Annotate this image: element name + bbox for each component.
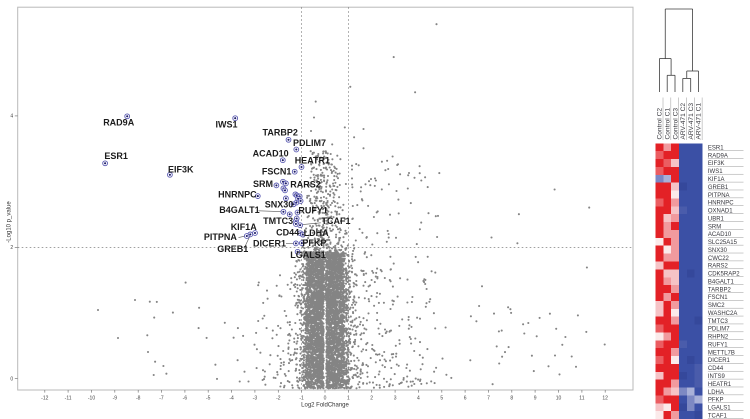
svg-text:RUFY1: RUFY1 (298, 205, 328, 215)
svg-text:DICER1: DICER1 (253, 238, 286, 248)
svg-text:-11: -11 (65, 396, 72, 402)
svg-text:-2: -2 (276, 396, 281, 402)
svg-text:-6: -6 (183, 396, 188, 402)
svg-text:SRM: SRM (253, 179, 273, 189)
svg-text:FSCN1: FSCN1 (708, 295, 728, 301)
svg-text:IWS1: IWS1 (708, 169, 723, 175)
svg-text:TCAF1: TCAF1 (322, 216, 351, 226)
svg-text:LGALS1: LGALS1 (290, 250, 326, 260)
svg-text:PFKP: PFKP (708, 398, 724, 404)
svg-text:ACAD10: ACAD10 (253, 148, 289, 158)
svg-text:0: 0 (10, 376, 13, 382)
svg-text:FSCN1: FSCN1 (262, 167, 292, 177)
svg-text:PDLIM7: PDLIM7 (293, 138, 326, 148)
svg-text:3: 3 (394, 396, 397, 402)
svg-text:-5: -5 (206, 396, 211, 402)
svg-text:RHPN2: RHPN2 (708, 335, 729, 341)
svg-text:-1: -1 (299, 396, 304, 402)
svg-text:LDHA: LDHA (304, 228, 329, 238)
svg-text:CD44: CD44 (708, 366, 724, 372)
svg-text:-3: -3 (253, 396, 258, 402)
svg-text:HEATR1: HEATR1 (708, 382, 732, 388)
svg-text:-4: -4 (229, 396, 234, 402)
svg-text:1: 1 (347, 396, 350, 402)
svg-text:TMTC3: TMTC3 (708, 319, 729, 325)
svg-text:2: 2 (10, 245, 13, 251)
svg-text:11: 11 (579, 396, 584, 402)
svg-text:12: 12 (602, 396, 608, 402)
svg-text:EIF3K: EIF3K (168, 165, 194, 175)
svg-text:CD44: CD44 (276, 227, 299, 237)
svg-text:DICER1: DICER1 (708, 358, 731, 364)
svg-text:HEATR1: HEATR1 (295, 156, 330, 166)
svg-text:-12: -12 (41, 396, 48, 402)
svg-text:Control C3: Control C3 (672, 108, 679, 140)
svg-text:RAD9A: RAD9A (103, 117, 135, 127)
svg-text:GREB1: GREB1 (708, 185, 729, 191)
svg-text:HNRNPC: HNRNPC (708, 201, 734, 207)
svg-text:9: 9 (534, 396, 537, 402)
svg-text:SRM: SRM (708, 224, 721, 230)
svg-text:ESR1: ESR1 (104, 151, 128, 161)
svg-text:-7: -7 (159, 396, 164, 402)
svg-text:RAD9A: RAD9A (708, 153, 728, 159)
svg-text:0: 0 (324, 396, 327, 402)
svg-text:IWS1: IWS1 (216, 119, 238, 129)
svg-text:TARBP2: TARBP2 (263, 128, 298, 138)
svg-text:UBR1: UBR1 (708, 216, 725, 222)
svg-text:Control C1: Control C1 (664, 108, 671, 140)
svg-text:-8: -8 (136, 396, 141, 402)
svg-text:OXNAD1: OXNAD1 (708, 209, 733, 215)
svg-text:ACAD10: ACAD10 (708, 232, 732, 238)
svg-text:ARV-471 C3: ARV-471 C3 (688, 103, 695, 140)
svg-text:CDK5RAP2: CDK5RAP2 (708, 272, 740, 278)
svg-text:5: 5 (440, 396, 443, 402)
svg-text:6: 6 (464, 396, 467, 402)
svg-text:KIF1A: KIF1A (231, 222, 258, 232)
svg-text:KIF1A: KIF1A (708, 177, 725, 183)
svg-text:EIF3K: EIF3K (708, 161, 725, 167)
svg-text:PITPNA: PITPNA (204, 232, 238, 242)
svg-text:B4GALT1: B4GALT1 (708, 279, 735, 285)
svg-text:RARS2: RARS2 (708, 264, 729, 270)
svg-text:TMTC3: TMTC3 (263, 216, 293, 226)
svg-text:SMC2: SMC2 (708, 303, 725, 309)
svg-text:ARV-471 C1: ARV-471 C1 (696, 103, 703, 140)
svg-text:10: 10 (556, 396, 562, 402)
svg-text:ESR1: ESR1 (708, 145, 724, 151)
svg-text:Control C2: Control C2 (657, 108, 664, 140)
svg-text:LDHA: LDHA (708, 390, 724, 396)
svg-text:TCAF1: TCAF1 (708, 413, 728, 419)
svg-text:TARBP2: TARBP2 (708, 287, 732, 293)
svg-text:CWC22: CWC22 (708, 256, 730, 262)
svg-text:2: 2 (370, 396, 373, 402)
svg-text:Log2 FoldChange: Log2 FoldChange (301, 403, 349, 409)
svg-text:SNX30: SNX30 (708, 248, 728, 254)
svg-text:PDLIM7: PDLIM7 (708, 327, 730, 333)
svg-text:PFKP: PFKP (302, 238, 326, 248)
svg-text:-10: -10 (88, 396, 95, 402)
svg-text:SNX30: SNX30 (265, 200, 294, 210)
svg-text:WASHC2A: WASHC2A (708, 311, 737, 317)
svg-text:8: 8 (510, 396, 513, 402)
svg-text:LGALS1: LGALS1 (708, 406, 731, 412)
svg-text:B4GALT1: B4GALT1 (219, 205, 259, 215)
svg-text:SLC25A15: SLC25A15 (708, 240, 738, 246)
svg-text:METTL7B: METTL7B (708, 350, 735, 356)
svg-text:PITPNA: PITPNA (708, 193, 730, 199)
svg-text:RUFY1: RUFY1 (708, 342, 728, 348)
svg-text:-Log10 p_value: -Log10 p_value (7, 201, 13, 243)
svg-text:4: 4 (417, 396, 420, 402)
svg-text:4: 4 (10, 114, 13, 120)
svg-text:-9: -9 (113, 396, 118, 402)
svg-text:ARV-471 C2: ARV-471 C2 (680, 103, 687, 140)
svg-text:7: 7 (487, 396, 490, 402)
svg-text:RARS2: RARS2 (290, 180, 321, 190)
svg-text:GREB1: GREB1 (217, 244, 248, 254)
svg-text:INTS9: INTS9 (708, 374, 726, 380)
svg-text:HNRNPC: HNRNPC (218, 190, 257, 200)
